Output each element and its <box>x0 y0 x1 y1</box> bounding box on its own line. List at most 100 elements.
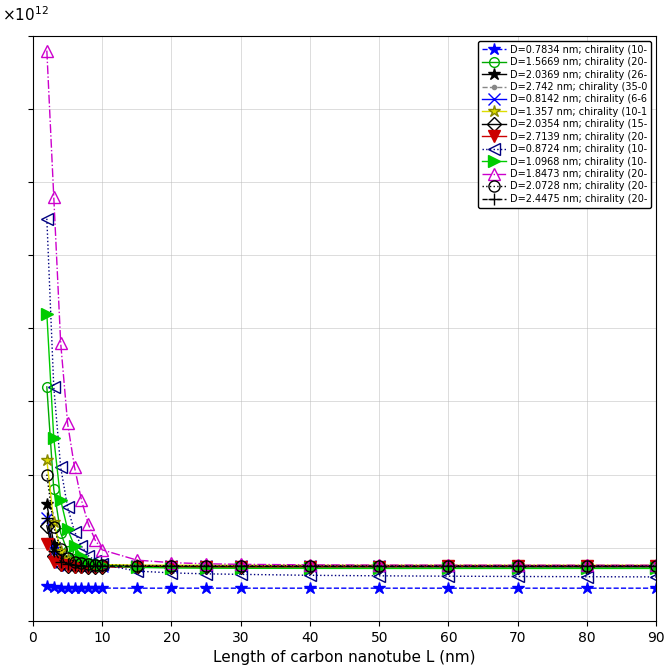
D=2.7139 nm; chirality (20- <box>77 562 85 571</box>
D=2.0369 nm; chirality (26- <box>77 561 85 569</box>
D=2.7139 nm; chirality (20- <box>237 563 245 571</box>
D=2.742 nm; chirality (35-0 <box>375 562 383 571</box>
D=2.742 nm; chirality (35-0 <box>306 562 314 571</box>
D=2.4475 nm; chirality (20- <box>91 562 99 570</box>
D=2.4475 nm; chirality (20- <box>653 562 661 571</box>
D=0.7834 nm; chirality (10- <box>77 584 85 592</box>
D=2.4475 nm; chirality (20- <box>43 514 51 522</box>
D=2.742 nm; chirality (35-0 <box>444 562 452 571</box>
D=0.8142 nm; chirality (6-6 <box>91 562 99 570</box>
D=0.8724 nm; chirality (10- <box>133 567 141 575</box>
D=2.4475 nm; chirality (20- <box>85 562 93 570</box>
D=1.8473 nm; chirality (20- <box>133 556 141 564</box>
D=1.0968 nm; chirality (10- <box>444 564 452 573</box>
D=2.7139 nm; chirality (20- <box>513 562 521 570</box>
Line: D=0.7834 nm; chirality (10-: D=0.7834 nm; chirality (10- <box>40 580 663 595</box>
D=1.357 nm; chirality (10-1 <box>583 561 591 569</box>
D=1.0968 nm; chirality (10- <box>85 557 93 565</box>
D=2.7139 nm; chirality (20- <box>91 562 99 571</box>
D=0.7834 nm; chirality (10- <box>306 584 314 592</box>
D=0.7834 nm; chirality (10- <box>50 583 58 591</box>
D=2.0728 nm; chirality (20- <box>85 560 93 568</box>
D=2.7139 nm; chirality (20- <box>85 562 93 571</box>
D=1.5669 nm; chirality (20- <box>85 560 93 568</box>
D=1.5669 nm; chirality (20- <box>77 558 85 566</box>
D=2.7139 nm; chirality (20- <box>375 562 383 571</box>
D=1.5669 nm; chirality (20- <box>56 529 65 537</box>
D=2.4475 nm; chirality (20- <box>444 562 452 571</box>
D=2.0369 nm; chirality (26- <box>306 562 314 571</box>
D=2.0369 nm; chirality (26- <box>583 562 591 571</box>
D=1.0968 nm; chirality (10- <box>77 552 85 560</box>
D=2.0354 nm; chirality (15- <box>167 562 175 571</box>
D=1.0968 nm; chirality (10- <box>306 564 314 573</box>
D=2.742 nm; chirality (35-0 <box>167 562 175 571</box>
D=2.0369 nm; chirality (26- <box>85 562 93 570</box>
D=2.0728 nm; chirality (20- <box>583 562 591 570</box>
D=0.8142 nm; chirality (6-6 <box>653 562 661 571</box>
D=2.0369 nm; chirality (26- <box>444 562 452 571</box>
D=0.7834 nm; chirality (10- <box>513 584 521 592</box>
D=2.742 nm; chirality (35-0 <box>237 562 245 571</box>
D=1.357 nm; chirality (10-1 <box>306 561 314 569</box>
D=2.742 nm; chirality (35-0 <box>77 562 85 571</box>
D=0.7834 nm; chirality (10- <box>91 584 99 592</box>
D=0.8142 nm; chirality (6-6 <box>513 562 521 571</box>
D=0.7834 nm; chirality (10- <box>71 584 79 592</box>
D=2.0369 nm; chirality (26- <box>43 500 51 508</box>
D=0.8724 nm; chirality (10- <box>64 503 72 511</box>
D=1.357 nm; chirality (10-1 <box>85 560 93 568</box>
D=1.5669 nm; chirality (20- <box>202 562 210 571</box>
D=2.742 nm; chirality (35-0 <box>653 562 661 571</box>
D=2.7139 nm; chirality (20- <box>98 562 106 571</box>
D=2.742 nm; chirality (35-0 <box>50 557 58 565</box>
D=1.357 nm; chirality (10-1 <box>43 456 51 464</box>
D=2.7139 nm; chirality (20- <box>56 561 65 569</box>
D=2.0728 nm; chirality (20- <box>91 560 99 569</box>
D=2.7139 nm; chirality (20- <box>653 562 661 570</box>
Line: D=1.0968 nm; chirality (10-: D=1.0968 nm; chirality (10- <box>41 308 662 574</box>
D=1.357 nm; chirality (10-1 <box>77 560 85 568</box>
D=0.8142 nm; chirality (6-6 <box>56 558 65 566</box>
D=2.0354 nm; chirality (15- <box>98 562 106 571</box>
D=1.357 nm; chirality (10-1 <box>375 561 383 569</box>
D=0.8142 nm; chirality (6-6 <box>43 514 51 522</box>
D=0.7834 nm; chirality (10- <box>64 584 72 592</box>
D=0.8142 nm; chirality (6-6 <box>375 562 383 571</box>
D=0.8724 nm; chirality (10- <box>71 528 79 536</box>
Line: D=2.742 nm; chirality (35-0: D=2.742 nm; chirality (35-0 <box>42 536 661 571</box>
D=0.7834 nm; chirality (10- <box>444 584 452 592</box>
D=2.0354 nm; chirality (15- <box>444 562 452 571</box>
D=1.5669 nm; chirality (20- <box>64 547 72 555</box>
D=0.7834 nm; chirality (10- <box>375 584 383 592</box>
D=2.0728 nm; chirality (20- <box>513 562 521 570</box>
D=1.8473 nm; chirality (20- <box>91 536 99 544</box>
D=2.0354 nm; chirality (15- <box>306 562 314 571</box>
D=2.0369 nm; chirality (26- <box>56 555 65 563</box>
D=2.0369 nm; chirality (26- <box>98 562 106 570</box>
D=1.0968 nm; chirality (10- <box>43 310 51 318</box>
D=2.742 nm; chirality (35-0 <box>202 562 210 571</box>
D=1.5669 nm; chirality (20- <box>43 383 51 391</box>
D=0.8724 nm; chirality (10- <box>91 557 99 565</box>
D=0.8142 nm; chirality (6-6 <box>306 562 314 571</box>
D=1.5669 nm; chirality (20- <box>91 560 99 569</box>
D=1.357 nm; chirality (10-1 <box>64 555 72 563</box>
D=2.0354 nm; chirality (15- <box>237 562 245 571</box>
D=2.0354 nm; chirality (15- <box>56 560 65 569</box>
D=2.4475 nm; chirality (20- <box>50 546 58 554</box>
D=0.7834 nm; chirality (10- <box>653 584 661 592</box>
D=2.742 nm; chirality (35-0 <box>56 561 65 569</box>
D=1.8473 nm; chirality (20- <box>653 561 661 569</box>
D=2.742 nm; chirality (35-0 <box>71 562 79 571</box>
D=1.357 nm; chirality (10-1 <box>91 560 99 569</box>
Line: D=2.4475 nm; chirality (20-: D=2.4475 nm; chirality (20- <box>41 513 662 572</box>
D=2.0728 nm; chirality (20- <box>306 562 314 570</box>
D=0.7834 nm; chirality (10- <box>43 583 51 591</box>
Line: D=0.8142 nm; chirality (6-6: D=0.8142 nm; chirality (6-6 <box>41 513 662 572</box>
D=1.8473 nm; chirality (20- <box>71 463 79 471</box>
D=1.8473 nm; chirality (20- <box>77 496 85 504</box>
D=0.8724 nm; chirality (10- <box>202 570 210 578</box>
D=2.0369 nm; chirality (26- <box>513 562 521 571</box>
D=1.5669 nm; chirality (20- <box>133 562 141 570</box>
